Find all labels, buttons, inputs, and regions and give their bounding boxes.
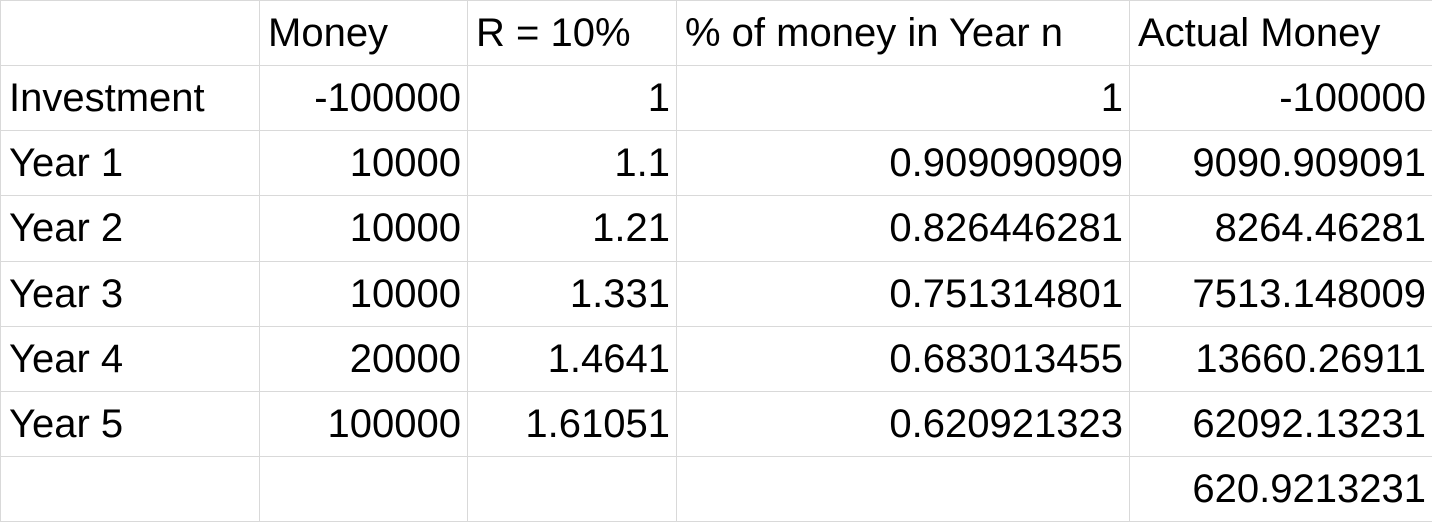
percent-cell[interactable]: 0.909090909	[676, 130, 1130, 197]
row-label-cell[interactable]	[0, 455, 260, 522]
actual-money-cell[interactable]: 62092.13231	[1129, 390, 1432, 457]
table-row: Year 2 10000 1.21 0.826446281 8264.46281	[0, 195, 1432, 262]
row-label-cell[interactable]: Year 4	[0, 325, 260, 392]
actual-money-cell[interactable]: 8264.46281	[1129, 195, 1432, 262]
actual-money-cell[interactable]: 9090.909091	[1129, 130, 1432, 197]
rate-cell[interactable]: 1.4641	[467, 325, 677, 392]
money-cell[interactable]: 100000	[259, 390, 468, 457]
money-cell[interactable]	[259, 455, 468, 522]
percent-cell[interactable]: 0.826446281	[676, 195, 1130, 262]
table-row: Year 3 10000 1.331 0.751314801 7513.1480…	[0, 260, 1432, 327]
money-cell[interactable]: 20000	[259, 325, 468, 392]
row-label-cell[interactable]: Year 1	[0, 130, 260, 197]
rate-cell[interactable]: 1.21	[467, 195, 677, 262]
row-label-cell[interactable]: Year 3	[0, 260, 260, 327]
row-label-cell[interactable]: Investment	[0, 65, 260, 132]
row-label-cell[interactable]: Year 2	[0, 195, 260, 262]
total-actual-money-cell[interactable]: 620.9213231	[1129, 455, 1432, 522]
money-cell[interactable]: 10000	[259, 130, 468, 197]
rate-cell[interactable]	[467, 455, 677, 522]
percent-cell[interactable]: 0.620921323	[676, 390, 1130, 457]
header-cell-empty[interactable]	[0, 0, 260, 67]
table-row: Year 1 10000 1.1 0.909090909 9090.909091	[0, 130, 1432, 197]
table-row-total: 620.9213231	[0, 455, 1432, 522]
percent-cell[interactable]: 0.751314801	[676, 260, 1130, 327]
table-row: Investment -100000 1 1 -100000	[0, 65, 1432, 132]
money-cell[interactable]: -100000	[259, 65, 468, 132]
rate-cell[interactable]: 1.1	[467, 130, 677, 197]
table-row: Year 4 20000 1.4641 0.683013455 13660.26…	[0, 325, 1432, 392]
actual-money-cell[interactable]: -100000	[1129, 65, 1432, 132]
rate-cell[interactable]: 1	[467, 65, 677, 132]
percent-cell[interactable]	[676, 455, 1130, 522]
header-cell-percent-money[interactable]: % of money in Year n	[676, 0, 1130, 67]
header-cell-actual-money[interactable]: Actual Money	[1129, 0, 1432, 67]
header-cell-money[interactable]: Money	[259, 0, 468, 67]
percent-cell[interactable]: 0.683013455	[676, 325, 1130, 392]
table-row: Year 5 100000 1.61051 0.620921323 62092.…	[0, 390, 1432, 457]
rate-cell[interactable]: 1.61051	[467, 390, 677, 457]
rate-cell[interactable]: 1.331	[467, 260, 677, 327]
money-cell[interactable]: 10000	[259, 260, 468, 327]
row-label-cell[interactable]: Year 5	[0, 390, 260, 457]
percent-cell[interactable]: 1	[676, 65, 1130, 132]
actual-money-cell[interactable]: 7513.148009	[1129, 260, 1432, 327]
header-row: Money R = 10% % of money in Year n Actua…	[0, 0, 1432, 67]
header-cell-rate[interactable]: R = 10%	[467, 0, 677, 67]
actual-money-cell[interactable]: 13660.26911	[1129, 325, 1432, 392]
money-cell[interactable]: 10000	[259, 195, 468, 262]
